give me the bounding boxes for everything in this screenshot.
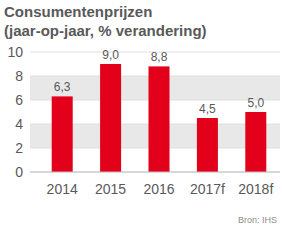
data-label: 6,3 — [54, 80, 71, 94]
bar — [197, 118, 218, 172]
bars — [52, 64, 267, 172]
bar — [149, 66, 170, 172]
x-tick-label: 2018f — [238, 181, 273, 197]
chart: Consumentenprijzen (jaar-op-jaar, % veran… — [0, 0, 282, 230]
x-tick-label: 2014 — [47, 181, 78, 197]
y-tick-label: 6 — [15, 92, 23, 108]
data-label: 4,5 — [199, 102, 216, 116]
y-tick-label: 4 — [15, 116, 23, 132]
y-tick-label: 10 — [7, 44, 23, 60]
y-tick-label: 0 — [15, 164, 23, 180]
source: Bron: IHS — [238, 215, 277, 225]
bar — [52, 96, 73, 172]
x-tick-label: 2017f — [190, 181, 225, 197]
data-label: 8,8 — [151, 50, 168, 64]
title: Consumentenprijzen — [4, 3, 152, 20]
subtitle: (jaar-op-jaar, % verandering) — [4, 22, 207, 39]
bar — [100, 64, 121, 172]
data-label: 5,0 — [247, 96, 264, 110]
grid-line — [30, 172, 280, 173]
bar — [245, 112, 266, 172]
x-tick-label: 2015 — [95, 181, 126, 197]
x-tick-label: 2016 — [143, 181, 174, 197]
data-label: 9,0 — [102, 48, 119, 62]
baseline — [30, 172, 280, 173]
y-tick-label: 2 — [15, 140, 23, 156]
y-tick-label: 8 — [15, 68, 23, 84]
